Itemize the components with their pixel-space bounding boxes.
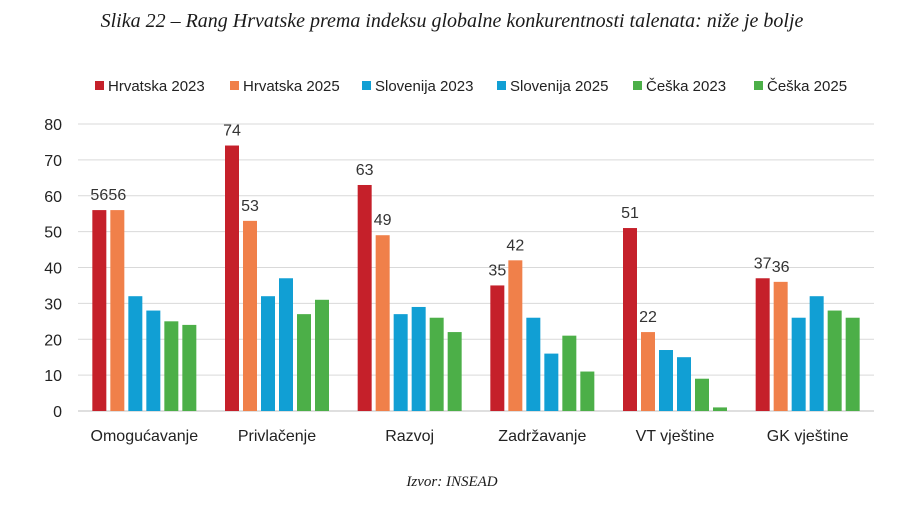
bar [315,299,329,411]
bar [279,278,293,411]
x-tick-label: GK vještine [767,428,849,445]
data-label: 56 [108,187,126,204]
bar [128,296,143,411]
data-label: 56 [90,187,108,204]
data-label: 36 [772,259,790,276]
bar [713,407,727,411]
gridlines [78,123,874,412]
data-label: 37 [754,255,772,272]
legend-label: Češka 2023 [646,78,726,95]
x-tick-label: Omogućavanje [91,428,199,445]
legend-label: Hrvatska 2023 [108,78,205,95]
bar [809,296,824,411]
bar [92,210,107,411]
bar [357,184,372,411]
bar [773,281,788,411]
legend-label: Slovenija 2023 [375,78,473,95]
legend-label: Slovenija 2025 [510,78,608,95]
y-tick-label: 20 [44,332,62,349]
bar [146,310,161,411]
bar [827,310,842,411]
y-tick-label: 30 [44,296,62,313]
x-axis-categories: Omogućavanje Privlačenje Razvoj Zadržavanje… [91,428,849,445]
bar [297,314,311,411]
x-tick-label: Privlačenje [238,428,316,445]
bar [243,220,257,411]
bar [544,353,559,411]
bar [623,228,637,411]
bar [845,317,860,411]
data-label: 35 [488,262,506,279]
legend-swatch [497,81,506,90]
data-label: 53 [241,198,259,215]
y-tick-label: 10 [44,368,62,385]
x-tick-label: Zadržavanje [498,428,586,445]
legend-swatch [362,81,371,90]
bar [164,321,179,411]
legend-swatch [230,81,239,90]
data-label: 22 [639,309,657,326]
bar [659,350,673,411]
bar [110,210,125,411]
bar [562,335,577,411]
bar [411,306,426,411]
bar [508,260,523,411]
legend-label: Hrvatska 2025 [243,78,340,95]
data-label: 63 [356,162,374,179]
legend-swatch [633,81,642,90]
bar [580,371,595,411]
bar [225,145,239,411]
bar [429,317,444,411]
y-axis-ticks: 0 10 20 30 40 50 60 70 80 [44,117,62,421]
x-tick-label: VT vještine [636,428,715,445]
y-tick-label: 60 [44,189,62,206]
bar [261,296,275,411]
y-tick-label: 0 [53,404,62,421]
bar [641,332,655,411]
bar [695,378,709,411]
data-label: 51 [621,205,639,222]
y-tick-label: 40 [44,261,62,278]
bar [375,235,390,411]
bar [490,285,505,411]
bar [677,357,691,411]
bar [526,317,541,411]
chart-source: Izvor: INSEAD [406,474,498,490]
bar [182,324,197,411]
data-label: 49 [374,212,392,229]
data-label: 74 [223,123,241,140]
legend-swatch [95,81,104,90]
y-tick-label: 80 [44,117,62,134]
bars [92,145,860,411]
bar [791,317,806,411]
bar [447,332,462,411]
bar [393,314,408,411]
legend-swatch [754,81,763,90]
chart-title: Slika 22 – Rang Hrvatske prema indeksu g… [100,10,804,32]
y-tick-label: 70 [44,153,62,170]
y-tick-label: 50 [44,225,62,242]
legend-label: Češka 2025 [767,78,847,95]
legend: Hrvatska 2023 Hrvatska 2025 Slovenija 2023… [95,78,847,95]
x-tick-label: Razvoj [385,428,434,445]
data-label: 42 [506,237,524,254]
bar [755,278,770,411]
